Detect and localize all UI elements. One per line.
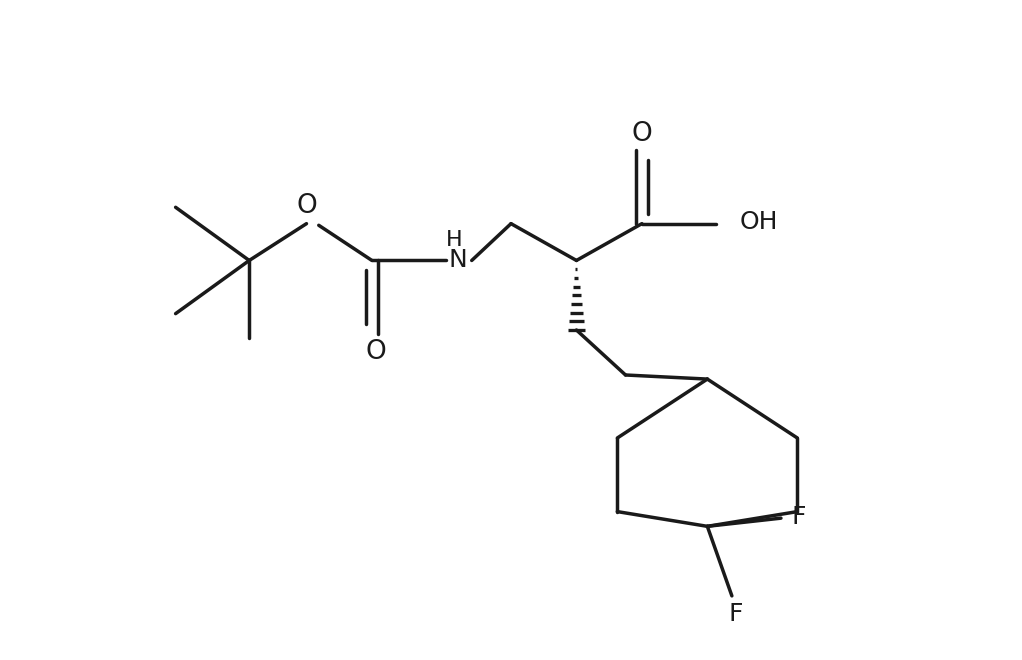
Text: F: F [729, 602, 743, 626]
Text: O: O [632, 121, 652, 147]
Text: F: F [792, 504, 806, 529]
Text: OH: OH [740, 210, 779, 234]
Text: O: O [297, 193, 318, 218]
Text: N: N [448, 248, 467, 273]
Text: H: H [446, 230, 462, 250]
Text: O: O [366, 339, 386, 365]
